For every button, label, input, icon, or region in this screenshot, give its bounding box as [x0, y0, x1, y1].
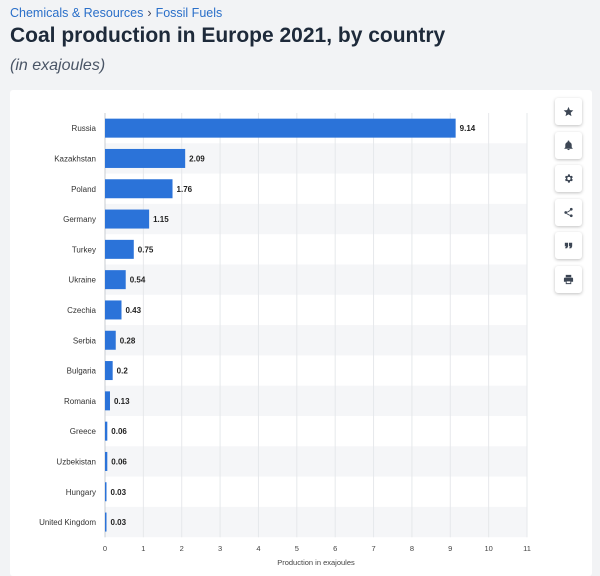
bar: [105, 300, 122, 320]
bar-chart: Russia 9.14 Kazakhstan 2.09 Poland 1.76 German…: [39, 113, 531, 567]
share-button[interactable]: [555, 198, 582, 226]
row-stripe: [105, 325, 527, 356]
row-stripe: [105, 264, 527, 295]
x-tick-label: 1: [141, 544, 145, 553]
chart-toolbar: [555, 98, 583, 300]
page-subtitle: (in exajoules): [10, 57, 106, 74]
x-tick-label: 2: [180, 544, 184, 553]
bar: [105, 118, 456, 138]
x-tick-label: 4: [256, 544, 260, 553]
x-tick-label: 7: [371, 544, 375, 553]
data-label: 0.03: [111, 488, 127, 497]
category-label: Bulgaria: [67, 367, 97, 376]
data-label: 0.03: [111, 518, 127, 527]
x-tick-label: 8: [410, 544, 414, 553]
favorite-button[interactable]: [555, 98, 582, 125]
bar: [105, 209, 150, 229]
settings-button[interactable]: [555, 165, 582, 193]
x-tick-label: 3: [218, 544, 222, 553]
category-label: Romania: [64, 397, 97, 406]
cite-button[interactable]: [555, 232, 582, 260]
data-label: 0.2: [117, 367, 129, 376]
print-icon: [563, 274, 574, 285]
share-icon: [564, 207, 573, 217]
bar: [105, 421, 108, 441]
data-label: 0.54: [130, 276, 146, 285]
data-label: 0.13: [114, 397, 130, 406]
x-tick-label: 6: [333, 544, 337, 553]
x-tick-label: 0: [103, 544, 107, 553]
category-label: Greece: [70, 427, 97, 436]
bar: [105, 239, 134, 259]
chart-card: Russia 9.14 Kazakhstan 2.09 Poland 1.76 German…: [10, 90, 592, 576]
page-title: Coal production in Europe 2021, by count…: [10, 24, 446, 47]
data-label: 2.09: [189, 154, 205, 163]
breadcrumb-link-chemicals[interactable]: Chemicals & Resources: [10, 6, 144, 20]
x-tick-label: 11: [523, 544, 531, 553]
category-label: Serbia: [73, 336, 97, 345]
x-axis-title: Production in exajoules: [277, 558, 355, 567]
row-stripe: [105, 385, 527, 416]
category-label: United Kingdom: [39, 518, 96, 527]
category-label: Ukraine: [68, 276, 96, 285]
x-tick-label: 5: [295, 544, 299, 553]
bar: [105, 270, 126, 290]
x-tick-label: 10: [484, 544, 492, 553]
bar: [105, 330, 116, 350]
row-stripe: [105, 506, 527, 538]
category-label: Czechia: [67, 306, 96, 315]
data-label: 0.43: [125, 306, 141, 315]
data-label: 0.06: [111, 427, 127, 436]
bar: [105, 391, 110, 411]
bell-icon: [564, 140, 573, 150]
category-label: Uzbekistan: [56, 457, 96, 466]
bar: [105, 451, 108, 471]
bar: [105, 512, 107, 532]
x-tick-label: 9: [448, 544, 452, 553]
row-stripe: [105, 203, 527, 235]
quote-icon: [564, 243, 573, 249]
gear-icon: [564, 174, 573, 183]
category-label: Kazakhstan: [54, 154, 96, 163]
bar: [105, 179, 173, 199]
category-label: Germany: [63, 215, 96, 224]
print-button[interactable]: [555, 265, 582, 293]
data-label: 1.15: [153, 215, 169, 224]
category-label: Russia: [72, 124, 97, 133]
data-label: 0.28: [120, 336, 136, 345]
category-label: Turkey: [72, 245, 96, 254]
data-label: 0.75: [138, 245, 154, 254]
bar: [105, 482, 107, 502]
star-icon: [563, 106, 574, 117]
notification-button[interactable]: [555, 131, 582, 159]
breadcrumb-link-fossil-fuels[interactable]: Fossil Fuels: [155, 6, 223, 20]
breadcrumb: Chemicals & Resources › Fossil Fuels: [10, 6, 222, 20]
category-label: Poland: [71, 185, 96, 194]
data-label: 9.14: [460, 124, 476, 133]
bar: [105, 361, 113, 381]
row-stripe: [105, 446, 527, 477]
data-label: 1.76: [177, 185, 193, 194]
category-label: Hungary: [66, 488, 96, 497]
data-label: 0.06: [111, 457, 127, 466]
breadcrumb-separator: ›: [147, 6, 152, 20]
bar: [105, 148, 186, 168]
